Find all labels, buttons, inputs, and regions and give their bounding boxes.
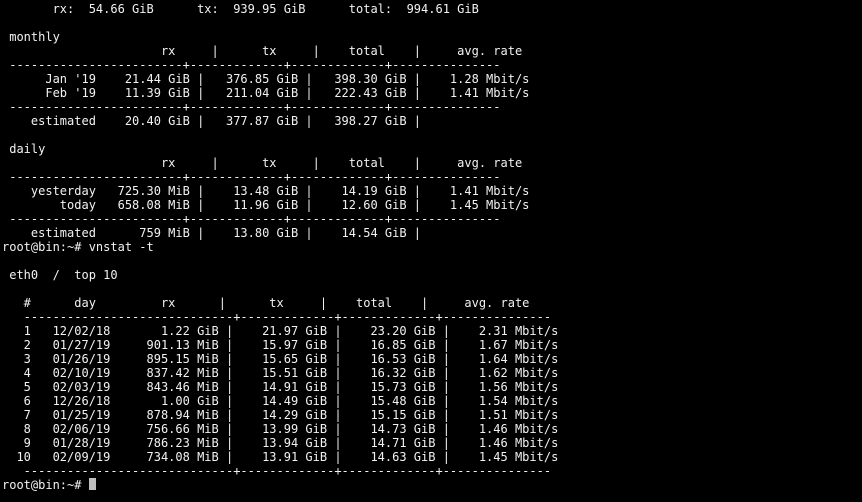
cursor xyxy=(89,478,96,490)
terminal-output: rx: 54.66 GiB tx: 939.95 GiB total: 994.… xyxy=(0,0,862,492)
